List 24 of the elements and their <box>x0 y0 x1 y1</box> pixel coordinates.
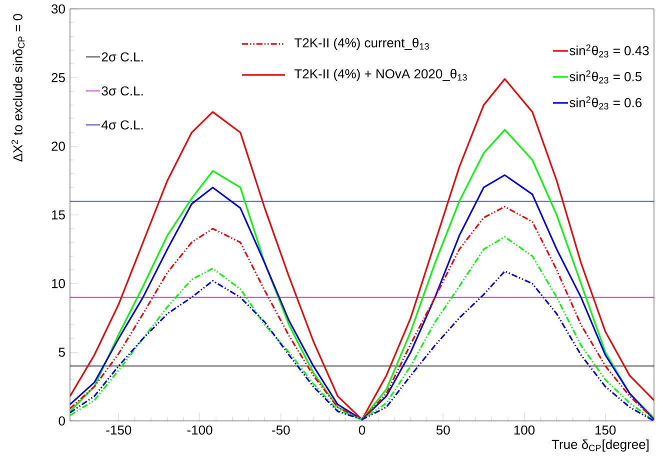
annotation: T2K-II (4%) current_θ$_{13}$ <box>294 38 429 50</box>
x-tick-label: 50 <box>436 425 450 435</box>
x-tick-label: -100 <box>187 425 212 435</box>
x-tick-label: -50 <box>272 425 290 435</box>
y-axis-title: ΔΧ$^{2}$ to exclude sinδ$_{CP}$ = 0 <box>12 14 25 162</box>
x-tick-label: 0 <box>358 425 366 435</box>
y-tick-label: 30 <box>52 4 65 14</box>
y-tick-label: 25 <box>52 73 65 82</box>
annotation: sin$^{2}$θ$_{23}$ = 0.43 <box>570 44 649 58</box>
x-tick-label: 150 <box>595 425 616 435</box>
legend-label: 2σ C.L. <box>102 52 143 62</box>
annotation: sin$^{2}$θ$_{23}$ = 0.5 <box>570 70 642 84</box>
x-tick-label: -150 <box>106 425 132 435</box>
legend-label: 3σ C.L. <box>102 86 143 96</box>
x-tick-label: 100 <box>514 425 535 435</box>
annotation: sin$^{2}$θ$_{23}$ = 0.6 <box>570 96 642 110</box>
y-tick-label: 5 <box>58 348 65 357</box>
x-axis-title: True δ$_{CP}$[degree] <box>552 439 649 452</box>
y-tick-label: 20 <box>52 142 65 151</box>
y-tick-label: 10 <box>52 279 65 288</box>
legend-label: 4σ C.L. <box>102 120 143 130</box>
annotation: T2K-II (4%) + NOvA 2020_θ$_{13}$ <box>294 68 467 82</box>
y-tick-label: 15 <box>52 210 65 220</box>
y-tick-label: 0 <box>58 416 65 426</box>
